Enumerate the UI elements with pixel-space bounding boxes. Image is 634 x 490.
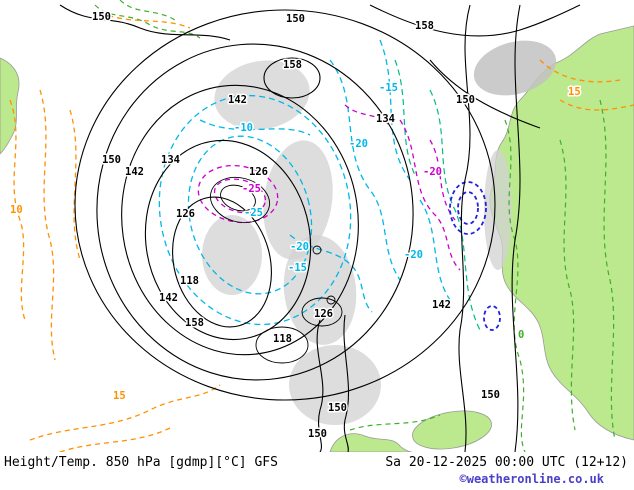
contour-value-label: 118 bbox=[273, 333, 292, 345]
weather-map-image: 150 150 158 158 142 134 150 150 142 134 126 126 118 1… bbox=[0, 0, 634, 452]
contour-value-label: 134 bbox=[376, 113, 395, 125]
contour-value-label: 142 bbox=[432, 299, 451, 311]
contour-value-label: 142 bbox=[159, 292, 178, 304]
contour-value-label: 142 bbox=[125, 166, 144, 178]
copyright-text: ©weatheronline.co.uk bbox=[459, 472, 605, 486]
contour-value-label: 0 bbox=[518, 329, 524, 341]
contour-value-label: -20 bbox=[423, 166, 442, 178]
contour-value-label: 150 bbox=[456, 94, 475, 106]
contour-value-label: 150 bbox=[481, 389, 500, 401]
contour-value-label: 158 bbox=[283, 59, 302, 71]
contour-value-label: -15 bbox=[379, 82, 398, 94]
contour-value-label: 150 bbox=[102, 154, 121, 166]
contour-value-label: 126 bbox=[314, 308, 333, 320]
contour-value-label: 142 bbox=[228, 94, 247, 106]
contour-value-label: -20 bbox=[404, 249, 423, 261]
contour-value-label: -20 bbox=[290, 241, 309, 253]
chart-title: Height/Temp. 850 hPa [gdmp][°C] GFS bbox=[4, 455, 278, 470]
height-contours bbox=[59, 4, 581, 452]
contour-value-label: 150 bbox=[92, 11, 111, 23]
contour-value-label: 126 bbox=[249, 166, 268, 178]
land-areas bbox=[0, 25, 634, 452]
valid-datetime: Sa 20-12-2025 00:00 UTC (12+12) bbox=[385, 455, 628, 470]
caption-bar: Height/Temp. 850 hPa [gdmp][°C] GFS Sa 2… bbox=[0, 452, 634, 490]
contour-value-label: -10 bbox=[234, 122, 253, 134]
contour-value-label: 150 bbox=[286, 13, 305, 25]
contour-value-label: 158 bbox=[185, 317, 204, 329]
contour-value-label: -25 bbox=[242, 183, 261, 195]
contour-value-label: 126 bbox=[176, 208, 195, 220]
contour-value-label: 10 bbox=[10, 204, 23, 216]
orange-contours bbox=[9, 11, 634, 452]
contour-value-label: 158 bbox=[415, 20, 434, 32]
contour-value-label: 118 bbox=[180, 275, 199, 287]
contour-value-label: -15 bbox=[288, 262, 307, 274]
contour-value-label: 150 bbox=[328, 402, 347, 414]
contour-value-label: 15 bbox=[113, 390, 126, 402]
cyan-contours bbox=[158, 39, 451, 326]
contour-value-label: 150 bbox=[308, 428, 327, 440]
contour-value-label: 15 bbox=[568, 86, 581, 98]
teal-contours bbox=[394, 59, 481, 331]
green-contours bbox=[94, 0, 616, 452]
contour-value-label: 134 bbox=[161, 154, 180, 166]
contour-value-label: -20 bbox=[349, 138, 368, 150]
contour-value-label: -25 bbox=[244, 207, 263, 219]
contour-labels: 150 1501581581421341501501421341261261181… bbox=[9, 10, 583, 442]
blue-contours bbox=[449, 181, 501, 331]
